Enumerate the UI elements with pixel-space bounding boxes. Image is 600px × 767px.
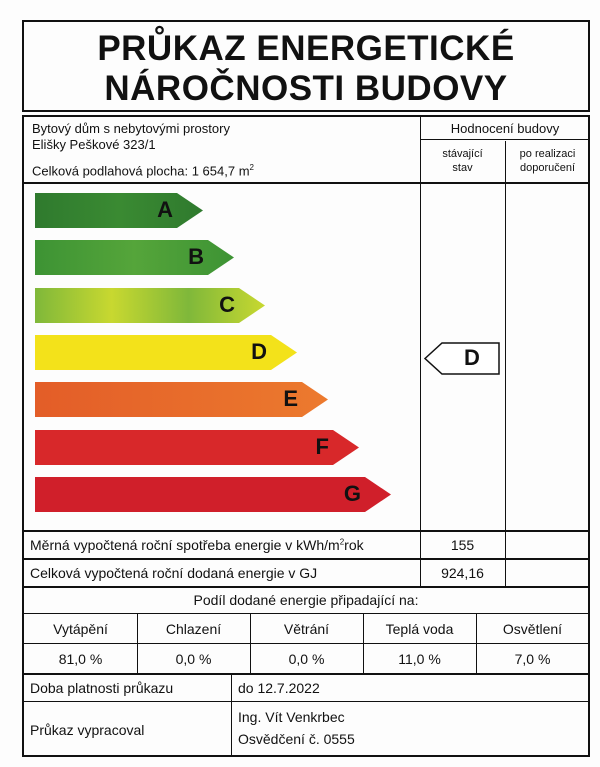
author-label: Průkaz vypracoval bbox=[30, 722, 145, 738]
share-heating-value: 81,0 % bbox=[58, 651, 103, 667]
class-bar-e: E bbox=[35, 382, 328, 417]
building-address: Elišky Peškové 323/1 bbox=[32, 137, 156, 152]
author-name: Ing. Vít Venkrbec bbox=[238, 709, 345, 725]
specific-energy-label: Měrná vypočtená roční spotřeba energie v… bbox=[30, 537, 364, 553]
share-lighting-label: Osvětlení bbox=[502, 621, 563, 637]
class-bar-g: G bbox=[35, 477, 391, 512]
validity-value: do 12.7.2022 bbox=[238, 680, 320, 696]
current-class-label: D bbox=[464, 345, 480, 370]
validity-label: Doba platnosti průkazu bbox=[30, 680, 174, 696]
author-certificate: Osvědčení č. 0555 bbox=[238, 731, 355, 747]
title-line-2: NÁROČNOSTI BUDOVY bbox=[104, 69, 508, 108]
share-cooling-label: Chlazení bbox=[165, 621, 222, 637]
share-cooling-value: 0,0 % bbox=[175, 651, 212, 667]
class-bar-f: F bbox=[35, 430, 359, 465]
share-hot-water-value: 11,0 % bbox=[398, 651, 441, 667]
current-class-indicator bbox=[424, 342, 500, 375]
total-energy-label: Celková vypočtená roční dodaná energie v… bbox=[30, 565, 318, 581]
class-bar-a: A bbox=[35, 193, 203, 228]
current-state-header: stávající stav bbox=[442, 148, 483, 174]
class-bar-c: C bbox=[35, 288, 265, 323]
certificate-table: Bytový dům s nebytovými prostory Elišky … bbox=[22, 115, 590, 757]
building-type: Bytový dům s nebytovými prostory bbox=[32, 121, 230, 136]
after-recommendation-header: po realizaci doporučení bbox=[519, 148, 576, 174]
share-title: Podíl dodané energie připadající na: bbox=[193, 592, 419, 608]
specific-energy-value: 155 bbox=[450, 537, 475, 553]
class-bar-b: B bbox=[35, 240, 234, 275]
floor-area-text: Celková podlahová plocha: 1 654,7 m bbox=[32, 163, 250, 179]
share-heating-label: Vytápění bbox=[53, 621, 108, 637]
rating-header: Hodnocení budovy bbox=[450, 121, 560, 136]
title-line-1: PRŮKAZ ENERGETICKÉ bbox=[97, 29, 515, 68]
floor-area: Celková podlahová plocha: 1 654,7 m2 bbox=[32, 163, 254, 178]
share-lighting-value: 7,0 % bbox=[514, 651, 551, 667]
floor-area-sup: 2 bbox=[249, 163, 254, 172]
total-energy-value: 924,16 bbox=[441, 565, 484, 581]
share-hot-water-label: Teplá voda bbox=[385, 621, 454, 637]
share-ventilation-label: Větrání bbox=[283, 621, 330, 637]
class-bar-d: D bbox=[35, 335, 297, 370]
certificate-title: PRŮKAZ ENERGETICKÉ NÁROČNOSTI BUDOVY bbox=[22, 20, 590, 112]
share-ventilation-value: 0,0 % bbox=[288, 651, 325, 667]
